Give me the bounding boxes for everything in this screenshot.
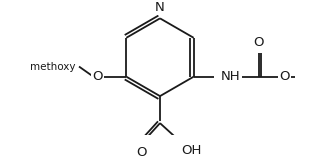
Text: methoxy: methoxy [30,61,76,72]
Text: N: N [155,1,165,14]
Text: NH: NH [221,70,240,83]
Text: O: O [279,70,289,83]
Text: OH: OH [181,144,202,157]
Text: O: O [253,36,264,49]
Text: O: O [136,146,147,158]
Text: O: O [92,70,103,83]
